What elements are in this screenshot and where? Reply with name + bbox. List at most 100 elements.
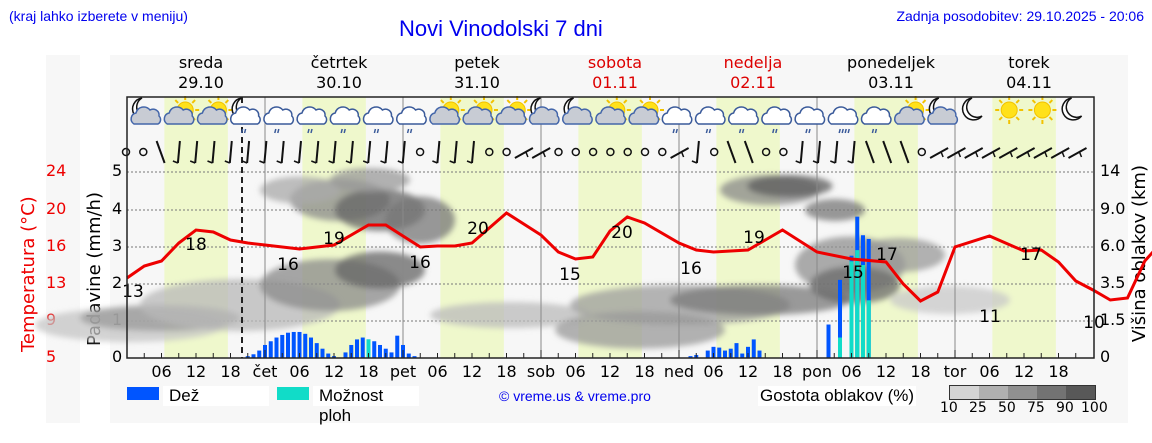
wind-barb-flag <box>847 160 853 164</box>
x-tick-label: tor <box>944 362 967 381</box>
wind-barb-icon <box>946 147 966 159</box>
day-name: ponedeljek <box>847 53 935 72</box>
wind-calm-icon <box>502 147 511 157</box>
moon-cloud-icon <box>528 97 560 125</box>
cloud-rain-icon <box>362 106 394 134</box>
cloud-glyph <box>794 106 826 125</box>
wind-calm-icon <box>917 147 927 157</box>
day-date: 03.11 <box>868 73 914 92</box>
cloud-glyph <box>562 106 593 125</box>
sun-ray <box>457 99 462 104</box>
rain-drop <box>871 128 875 134</box>
density-swatch <box>1008 386 1037 399</box>
credit-link[interactable]: © vreme.us & vreme.pro <box>499 388 651 404</box>
day-header: petek 31.10 <box>417 53 537 93</box>
x-tick-label: 12 <box>738 362 758 381</box>
wind-barb-icon <box>743 140 754 164</box>
rain-bar <box>326 353 331 358</box>
cloud-blob <box>890 286 1010 314</box>
location-menu-hint[interactable]: (kraj lahko izberete v meniju) <box>9 8 188 24</box>
wind-barb-icon <box>367 140 372 164</box>
wind-barb-flag <box>241 160 248 164</box>
cloud-blob <box>555 311 725 349</box>
wind-barb-flag <box>293 160 300 164</box>
x-tick-label: 18 <box>634 362 654 381</box>
x-tick-label: 06 <box>703 362 723 381</box>
x-tick-label: čet <box>253 362 278 381</box>
x-tick-label: pet <box>390 362 416 381</box>
wind-barb-flag <box>812 160 819 164</box>
cloud-glyph <box>694 106 726 125</box>
axis-tick-label: 14 <box>1100 161 1121 180</box>
sun-ray <box>174 99 179 104</box>
day-date: 04.11 <box>1006 73 1052 92</box>
cloud-glyph <box>263 106 295 125</box>
cloud-density-label: Gostota oblakov (%) <box>758 386 917 406</box>
x-tick-label: 18 <box>496 362 516 381</box>
cloud-glyph <box>495 106 527 125</box>
cloud-rain-icon <box>263 106 295 134</box>
x-tick-label: sob <box>527 362 555 381</box>
wind-barb-flag <box>525 151 529 158</box>
axis-tick-label: 5 <box>112 161 123 180</box>
rain-drop <box>307 128 310 134</box>
wind-barb-flag <box>397 160 404 164</box>
x-tick-label: 06 <box>427 362 447 381</box>
axis-tick-label: 13 <box>46 273 67 292</box>
day-name: sreda <box>178 53 224 72</box>
rain-bar <box>734 343 739 358</box>
rain-bar <box>280 334 285 358</box>
cloud-rain-icon <box>794 106 826 134</box>
rain-bar <box>274 337 279 358</box>
wind-barb-icon <box>1033 147 1053 159</box>
x-tick-label: 12 <box>324 362 344 381</box>
x-tick-label: pon <box>802 362 832 381</box>
cloud-blob <box>805 199 865 221</box>
day-name: petek <box>454 53 500 72</box>
rain-bar <box>268 341 273 358</box>
sun-cloud-icon <box>196 96 233 125</box>
rain-bar <box>286 332 290 358</box>
wind-barb-icon <box>799 140 804 164</box>
temperature-line <box>126 211 1152 303</box>
cloud-blob <box>747 175 833 197</box>
sun-ray <box>440 99 445 104</box>
density-swatch <box>1066 386 1095 399</box>
wind-barb-flag <box>957 151 962 158</box>
wind-barb-flag <box>795 160 801 164</box>
cloud-glyph <box>761 106 793 125</box>
wind-barb-flag <box>276 160 282 164</box>
axis-tick-label: 16 <box>46 236 67 255</box>
rain-drop <box>772 128 775 134</box>
day-header: sreda 29.10 <box>141 53 261 93</box>
day-name: sobota <box>587 53 643 72</box>
wind-barb-icon <box>228 140 233 164</box>
cloud-glyph <box>927 106 959 125</box>
sun-ray <box>623 99 628 104</box>
rain-drop <box>340 128 343 134</box>
sun-ray <box>921 99 927 104</box>
cloud-glyph <box>429 106 461 125</box>
rain-bar <box>751 339 756 358</box>
sun-ray <box>207 99 213 104</box>
density-tick-label: 10 <box>940 400 958 416</box>
rain-bar <box>838 279 842 358</box>
wind-calm-icon <box>121 147 131 157</box>
rain-bar <box>746 346 750 358</box>
wind-barb-icon <box>964 147 984 159</box>
axis-tick-label: 20 <box>46 199 67 218</box>
wind-barb-flag <box>680 151 685 158</box>
wind-calm-icon <box>709 147 719 157</box>
wind-barb-flag <box>975 151 979 158</box>
sun-ray <box>1048 116 1054 121</box>
sun-ray <box>1048 99 1054 104</box>
wind-barb-icon <box>436 140 441 164</box>
rain-drop <box>874 128 878 134</box>
wind-barb-flag <box>189 160 196 164</box>
wind-barb-icon <box>155 140 166 164</box>
wind-barb-flag <box>172 160 179 164</box>
cloud-blob <box>330 168 410 192</box>
rain-bar <box>297 331 302 358</box>
cloud-density-scale <box>949 385 1096 400</box>
rain-drop <box>708 128 712 134</box>
